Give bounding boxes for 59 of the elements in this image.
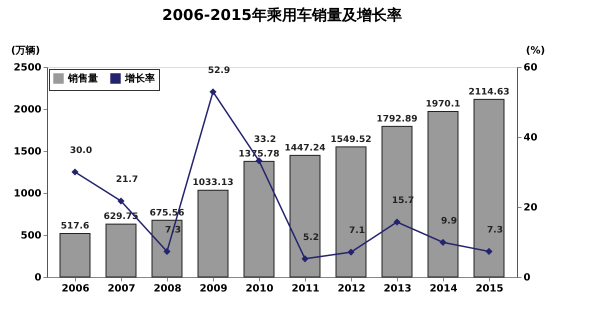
- x-tick-label: 2009: [200, 284, 228, 294]
- y2-axis-title: (%): [526, 46, 546, 56]
- point: [439, 238, 447, 246]
- legend-label: 销售量: [67, 72, 98, 85]
- data-label: 1447.24: [284, 143, 326, 154]
- x-tick-label: 2012: [338, 284, 366, 294]
- data-label: 517.6: [60, 222, 90, 232]
- x-tick-label: 2011: [292, 284, 320, 294]
- data-label: 1549.52: [330, 134, 372, 145]
- bar: [290, 154, 320, 278]
- y2-tick-label: 60: [524, 62, 538, 74]
- y2-tick-label: 20: [524, 202, 538, 214]
- point: [393, 218, 401, 226]
- data-label: 1970.1: [426, 100, 460, 110]
- data-label: 1033.13: [192, 178, 234, 188]
- data-label: 5.2: [303, 232, 319, 243]
- data-label: 21.7: [116, 175, 138, 186]
- bar: [244, 160, 274, 278]
- bar: [382, 126, 412, 278]
- x-tick-label: 2014: [430, 284, 458, 294]
- y-tick-label: 500: [20, 230, 42, 242]
- data-label: 33.2: [254, 134, 276, 145]
- data-label: 30.0: [70, 146, 92, 156]
- data-label: 52.9: [208, 66, 230, 76]
- x-tick-label: 2010: [246, 284, 274, 294]
- chart-title: 2006-2015年乘用车销量及增长率: [162, 6, 402, 24]
- x-tick-label: 2015: [476, 284, 504, 294]
- bar: [474, 98, 504, 278]
- x-tick-label: 2006: [62, 284, 90, 294]
- y-tick-label: 2500: [14, 62, 42, 74]
- bar: [60, 233, 90, 278]
- point: [163, 248, 171, 255]
- y2-tick-label: 40: [524, 132, 538, 144]
- x-tick-label: 2007: [108, 284, 136, 294]
- legend-label: 增长率: [124, 72, 155, 85]
- bar: [198, 190, 228, 278]
- point: [485, 248, 493, 255]
- bar: [336, 146, 366, 278]
- y-tick-label: 0: [34, 272, 42, 284]
- x-tick-label: 2008: [154, 284, 182, 294]
- point: [71, 168, 79, 176]
- data-label: 7.3: [487, 225, 503, 236]
- bar: [106, 224, 136, 278]
- point: [301, 255, 309, 262]
- y-tick-label: 1500: [14, 146, 42, 158]
- bar: [428, 111, 458, 278]
- data-label: 9.9: [441, 216, 457, 226]
- point: [209, 88, 217, 96]
- data-label: 7.1: [349, 226, 365, 236]
- y-tick-label: 1000: [14, 188, 42, 200]
- y-tick-label: 2000: [14, 104, 42, 116]
- data-label: 2114.63: [468, 87, 510, 98]
- point: [117, 198, 125, 205]
- y2-tick-label: 0: [524, 272, 530, 284]
- data-label: 1792.89: [376, 114, 418, 124]
- bar: [152, 220, 182, 278]
- x-tick-label: 2013: [384, 284, 412, 294]
- point: [347, 248, 355, 256]
- y-axis-title: (万辆): [10, 44, 40, 56]
